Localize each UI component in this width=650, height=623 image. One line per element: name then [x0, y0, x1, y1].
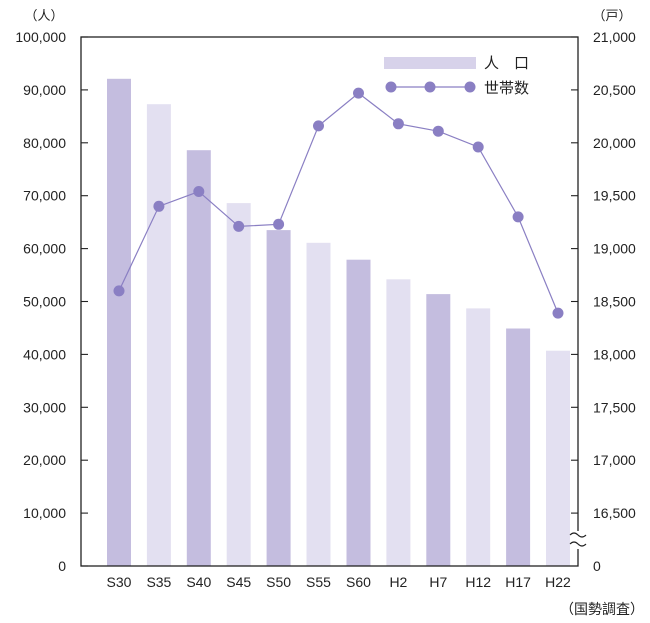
households-point-S60 [353, 87, 364, 99]
population-bars [107, 78, 570, 567]
right-tick-label: 20,500 [593, 82, 636, 98]
households-point-H2 [392, 118, 404, 130]
source-note: （国勢調査） [560, 601, 644, 617]
right-axis-unit: （戸） [592, 8, 631, 23]
x-tick-label: H22 [545, 574, 571, 590]
left-tick-label: 20,000 [23, 452, 66, 468]
left-tick-label: 50,000 [23, 294, 66, 310]
population-bar-S45 [226, 203, 251, 566]
right-tick-label: 18,500 [593, 294, 636, 310]
legend-line-marker-1 [385, 81, 397, 93]
x-tick-label: S30 [107, 574, 132, 590]
x-tick-label: S55 [306, 574, 331, 590]
households-point-S50 [273, 218, 285, 230]
households-point-S55 [313, 120, 324, 132]
right-tick-label: 19,500 [593, 188, 636, 204]
population-bar-S50 [266, 230, 291, 566]
left-axis-ticks: 0 10,000 20,000 30,000 40,000 50,000 60,000 70,… [15, 29, 88, 574]
legend-bar-swatch [384, 57, 476, 69]
households-point-S30 [113, 285, 125, 297]
axis-break-gap [572, 531, 586, 549]
households-line-layer [113, 87, 564, 319]
left-tick-label: 60,000 [23, 241, 66, 257]
left-tick-label: 80,000 [23, 135, 66, 151]
left-tick-label: 100,000 [15, 29, 66, 45]
axis-break-mark-upper [569, 532, 587, 538]
x-axis-ticks: S30 S35 S40 S45 S50 S55 S60 H2 H7 H12 H17 H22 [107, 574, 572, 590]
legend-line-label: 世帯数 [484, 80, 529, 97]
x-tick-label: H17 [505, 574, 531, 590]
x-tick-label: H12 [465, 574, 491, 590]
right-tick-label: 21,000 [593, 29, 636, 45]
x-tick-label: S40 [186, 574, 211, 590]
households-point-S35 [153, 200, 165, 212]
legend-bar-label: 人 口 [484, 55, 529, 72]
left-tick-label: 10,000 [23, 505, 66, 521]
axis-break-mark-lower [569, 541, 587, 547]
x-tick-label: H2 [389, 574, 407, 590]
legend-line-marker-3 [464, 81, 476, 93]
households-point-S45 [233, 220, 245, 232]
right-axis-ticks: 16,500 17,000 17,500 18,000 18,500 19,000 19,5… [571, 29, 636, 574]
x-tick-label: S35 [146, 574, 171, 590]
x-tick-label: S45 [226, 574, 251, 590]
legend: 人 口 世帯数 [384, 55, 529, 97]
x-tick-label: S60 [346, 574, 371, 590]
right-tick-label: 20,000 [593, 135, 636, 151]
households-point-H17 [512, 211, 524, 223]
left-tick-label: 70,000 [23, 188, 66, 204]
households-point-H7 [432, 125, 444, 137]
population-bar-S30 [107, 78, 131, 567]
right-zero-label: 0 [593, 558, 601, 574]
population-bar-S55 [306, 242, 331, 567]
population-bar-H7 [426, 294, 451, 566]
population-bar-S60 [346, 259, 371, 566]
households-point-H12 [472, 141, 484, 153]
x-tick-label: H7 [429, 574, 447, 590]
households-point-H22 [552, 307, 564, 319]
right-tick-label: 17,000 [593, 452, 636, 468]
x-tick-label: S50 [266, 574, 291, 590]
left-tick-label: 40,000 [23, 346, 66, 362]
right-tick-label: 19,000 [593, 241, 636, 257]
population-bar-H2 [386, 279, 411, 566]
population-bar-H17 [506, 328, 531, 566]
right-tick-label: 16,500 [593, 505, 636, 521]
right-tick-label: 18,000 [593, 346, 636, 362]
population-bar-S40 [186, 150, 211, 566]
legend-line-marker-2 [424, 81, 436, 93]
households-point-S40 [193, 186, 205, 197]
right-tick-label: 17,500 [593, 399, 636, 415]
population-bar-H22 [546, 350, 570, 566]
left-axis-unit: （人） [24, 8, 63, 23]
population-bar-H12 [466, 308, 491, 566]
left-tick-label: 90,000 [23, 82, 66, 98]
population-bar-S35 [146, 104, 171, 566]
left-tick-label: 0 [58, 558, 66, 574]
households-line [118, 92, 559, 314]
left-tick-label: 30,000 [23, 399, 66, 415]
